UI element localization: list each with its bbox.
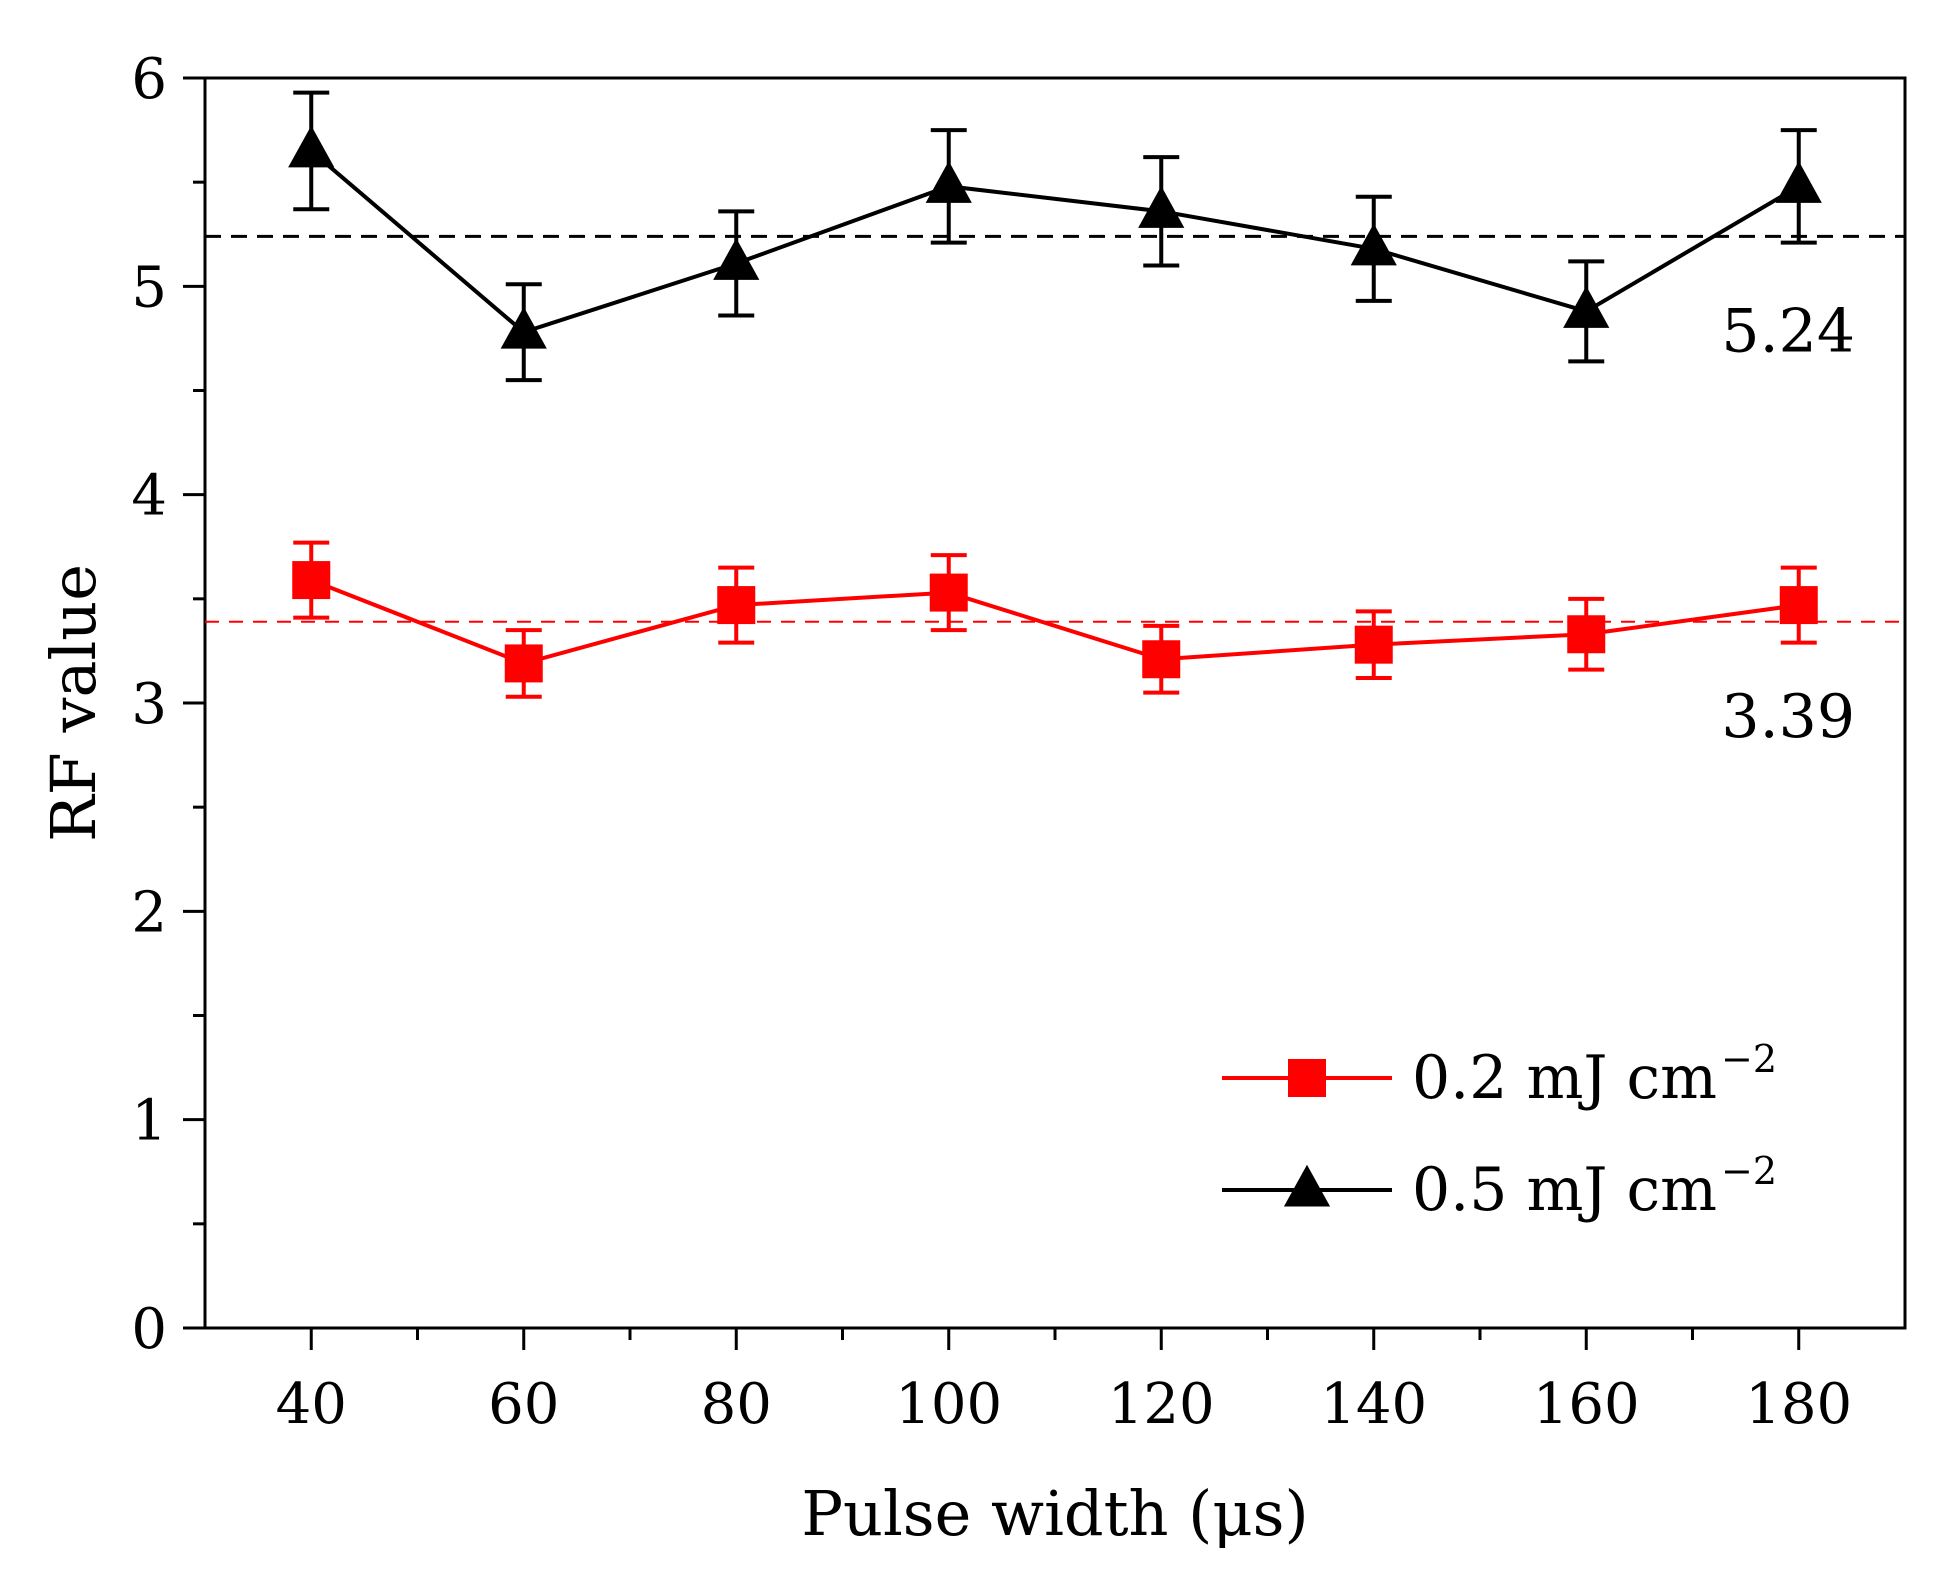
data-point <box>1779 586 1818 625</box>
x-tick-label: 40 <box>276 1372 347 1437</box>
x-tick-label: 140 <box>1320 1372 1427 1437</box>
data-point <box>1563 286 1610 328</box>
data-point <box>1354 625 1393 664</box>
data-point <box>713 238 760 280</box>
data-point <box>1567 615 1606 654</box>
x-tick-label: 80 <box>701 1372 772 1437</box>
legend-label-superscript: −2 <box>1721 1149 1777 1193</box>
reference-line-label: 3.39 <box>1721 682 1855 752</box>
data-point <box>1138 186 1185 228</box>
x-tick-label: 60 <box>488 1372 559 1437</box>
legend-label-superscript: −2 <box>1721 1037 1777 1081</box>
data-point <box>292 561 331 600</box>
x-axis-title: Pulse width (μs) <box>801 1477 1308 1550</box>
x-tick-label: 160 <box>1533 1372 1640 1437</box>
plot-frame <box>203 76 1907 1330</box>
data-point <box>504 644 543 683</box>
legend-marker <box>1283 1164 1331 1207</box>
series-line <box>309 149 1800 335</box>
legend-label-text: 0.5 mJ cm <box>1412 1155 1717 1225</box>
x-tick-label: 100 <box>895 1372 1002 1437</box>
data-point <box>1350 223 1397 266</box>
legend-label: 0.5 mJ cm −2 <box>1412 1149 1777 1225</box>
y-axis-title: RF value <box>37 564 110 842</box>
data-point <box>500 306 547 349</box>
legend-label: 0.2 mJ cm −2 <box>1412 1037 1777 1113</box>
legend-marker <box>1288 1059 1326 1097</box>
y-tick-label: 0 <box>131 1297 167 1362</box>
data-point <box>925 161 972 203</box>
x-tick-label: 120 <box>1108 1372 1215 1437</box>
series-0-5 <box>293 90 1817 383</box>
legend-label-text: 0.2 mJ cm <box>1412 1043 1717 1113</box>
y-tick-label: 6 <box>131 47 167 112</box>
data-point <box>288 125 335 168</box>
x-tick-label: 180 <box>1745 1372 1852 1437</box>
data-point <box>1775 161 1822 203</box>
data-point <box>1142 640 1181 679</box>
reference-line-label: 5.24 <box>1721 296 1855 366</box>
plot-layer: 40 60 80 100 120 140 160 180 0 1 2 3 4 5 6 Pulse width … <box>37 47 1907 1550</box>
y-tick-label: 2 <box>131 880 167 945</box>
data-point <box>717 586 756 625</box>
y-tick-label: 5 <box>131 255 167 320</box>
y-tick-label: 3 <box>131 672 167 737</box>
y-tick-label: 4 <box>131 464 167 529</box>
data-point <box>929 573 968 612</box>
series-line <box>310 578 1800 666</box>
y-tick-label: 1 <box>131 1089 167 1154</box>
